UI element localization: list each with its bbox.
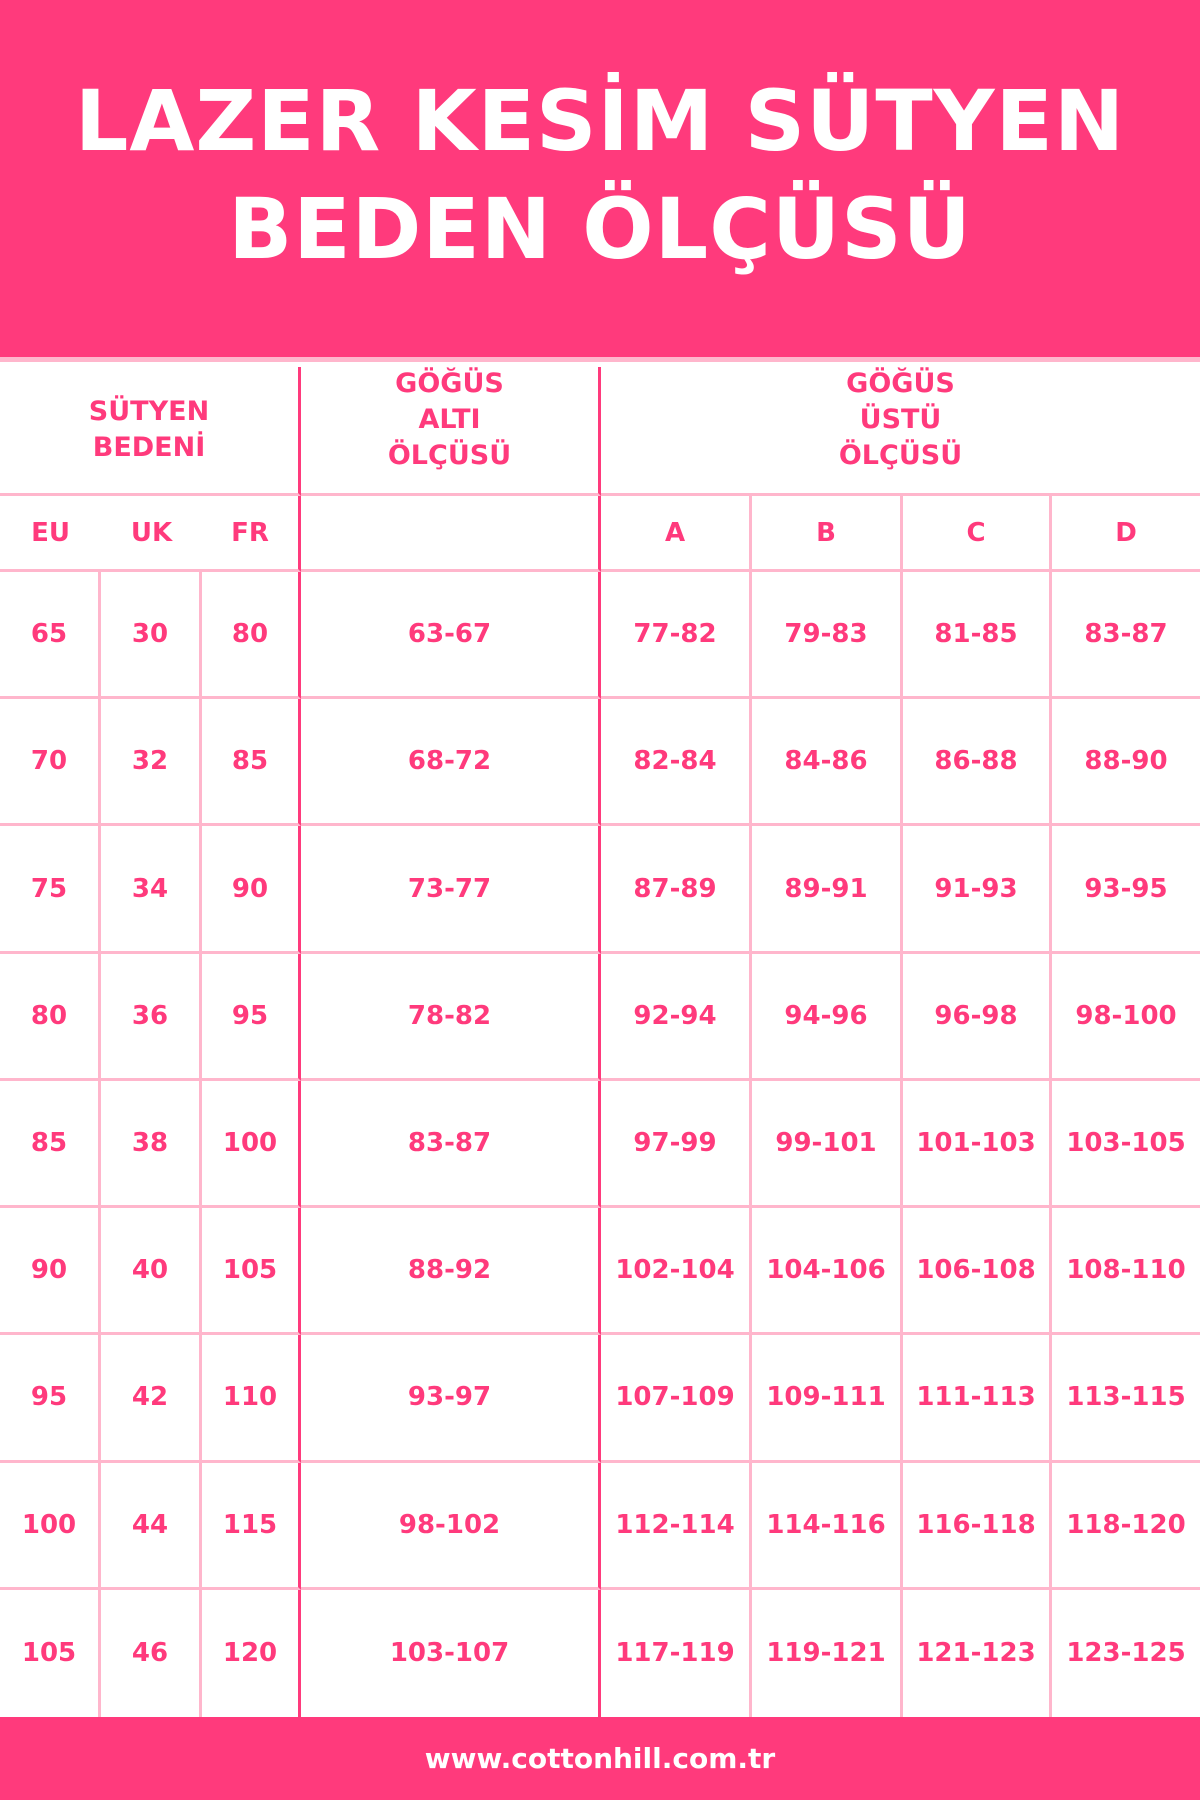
table-cell: 83-87 xyxy=(1052,572,1200,700)
table-cell: 96-98 xyxy=(903,953,1052,1081)
table-cell: 95 xyxy=(0,1335,101,1463)
table-cell: 104-106 xyxy=(752,1208,903,1336)
table-cell: 73-77 xyxy=(301,826,601,954)
table-cell: 80 xyxy=(0,953,101,1081)
header-underbust: GÖĞÜS ALTI ÖLÇÜSÜ xyxy=(301,367,601,496)
table-cell: 98-102 xyxy=(301,1462,601,1590)
table-cell: 65 xyxy=(0,572,101,700)
table-cell: 42 xyxy=(101,1335,202,1463)
table-cell: 98-100 xyxy=(1052,954,1200,1081)
table-cell: 85 xyxy=(202,699,301,827)
table-cell: 95 xyxy=(202,953,301,1081)
size-table: SÜTYEN BEDENİ GÖĞÜS ALTI ÖLÇÜSÜ GÖĞÜS ÜS… xyxy=(0,367,1200,1717)
table-cell: 85 xyxy=(0,1080,101,1209)
table-cell: 77-82 xyxy=(601,572,752,700)
table-cell: 89-91 xyxy=(752,826,903,954)
table-cell: 70 xyxy=(0,699,101,827)
subheader-a: A xyxy=(601,496,752,572)
table-cell: 115 xyxy=(202,1462,301,1590)
table-cell: 105 xyxy=(0,1589,101,1717)
table-cell: 30 xyxy=(101,572,202,700)
header-bra-size: SÜTYEN BEDENİ xyxy=(0,367,301,496)
table-cell: 87-89 xyxy=(601,826,752,954)
table-cell: 63-67 xyxy=(301,572,601,700)
subheader-eu: EU xyxy=(0,496,101,572)
table-cell: 40 xyxy=(101,1208,202,1336)
title-line-2: BEDEN ÖLÇÜSÜ xyxy=(228,179,972,278)
table-cell: 117-119 xyxy=(601,1589,752,1717)
table-cell: 101-103 xyxy=(903,1080,1052,1209)
table-cell: 38 xyxy=(101,1080,202,1209)
table-cell: 75 xyxy=(0,826,101,954)
table-cell: 81-85 xyxy=(903,572,1052,700)
table-cell: 116-118 xyxy=(903,1462,1052,1590)
table-cell: 79-83 xyxy=(752,572,903,700)
table-cell: 110 xyxy=(202,1335,301,1463)
title-line-1: LAZER KESİM SÜTYEN xyxy=(74,71,1126,170)
table-cell: 123-125 xyxy=(1066,1638,1186,1669)
table-cell: 100 xyxy=(202,1080,301,1209)
table-cell: 112-114 xyxy=(601,1462,752,1590)
table-cell: 34 xyxy=(101,826,202,954)
table-cell: 32 xyxy=(101,699,202,827)
table-cell: 90 xyxy=(202,826,301,954)
table-cell: 118-120 xyxy=(1052,1463,1200,1590)
table-cell: 114-116 xyxy=(752,1462,903,1590)
subheader-c: C xyxy=(903,496,1052,572)
table-cell: 82-84 xyxy=(601,699,752,827)
table-cell: 109-111 xyxy=(752,1335,903,1463)
header-overbust: GÖĞÜS ÜSTÜ ÖLÇÜSÜ xyxy=(601,367,1200,496)
table-cell: 121-123 xyxy=(903,1589,1052,1717)
table-cell: 120 xyxy=(202,1589,301,1717)
table-cell: 44 xyxy=(101,1462,202,1590)
table-cell: 68-72 xyxy=(301,699,601,827)
footer-website: www.cottonhill.com.tr xyxy=(0,1717,1200,1800)
table-cell: 92-94 xyxy=(601,953,752,1081)
subheader-uk: UK xyxy=(101,496,202,572)
table-cell: 102-104 xyxy=(601,1208,752,1336)
table-cell: 91-93 xyxy=(903,826,1052,954)
table-cell: 111-113 xyxy=(903,1335,1052,1463)
table-cell: 46 xyxy=(101,1589,202,1717)
table-cell: 105 xyxy=(202,1208,301,1336)
table-cell: 93-95 xyxy=(1052,826,1200,954)
subheader-fr: FR xyxy=(202,496,301,572)
table-cell: 86-88 xyxy=(903,699,1052,827)
table-cell: 84-86 xyxy=(752,699,903,827)
table-cell: 103-107 xyxy=(301,1589,601,1717)
table-cell: 100 xyxy=(0,1462,101,1590)
table-cell: 88-90 xyxy=(1052,699,1200,827)
table-cell: 88-92 xyxy=(301,1208,601,1336)
table-cell: 80 xyxy=(202,572,301,700)
subheader-blank xyxy=(301,496,601,572)
table-cell: 93-97 xyxy=(301,1335,601,1463)
table-cell: 83-87 xyxy=(301,1080,601,1209)
table-cell: 103-105 xyxy=(1052,1081,1200,1209)
table-cell: 78-82 xyxy=(301,953,601,1081)
table-cell: 108-110 xyxy=(1052,1208,1200,1336)
subheader-d: D xyxy=(1052,496,1200,572)
table-cell: 36 xyxy=(101,953,202,1081)
table-cell: 113-115 xyxy=(1052,1335,1200,1463)
title-banner: LAZER KESİM SÜTYEN BEDEN ÖLÇÜSÜ xyxy=(0,0,1200,362)
table-cell: 90 xyxy=(0,1208,101,1336)
table-cell: 106-108 xyxy=(903,1208,1052,1336)
table-cell: 99-101 xyxy=(752,1080,903,1209)
table-cell: 107-109 xyxy=(601,1335,752,1463)
table-cell: 94-96 xyxy=(752,953,903,1081)
table-cell: 119-121 xyxy=(752,1589,903,1717)
subheader-b: B xyxy=(752,496,903,572)
table-cell: 97-99 xyxy=(601,1080,752,1209)
